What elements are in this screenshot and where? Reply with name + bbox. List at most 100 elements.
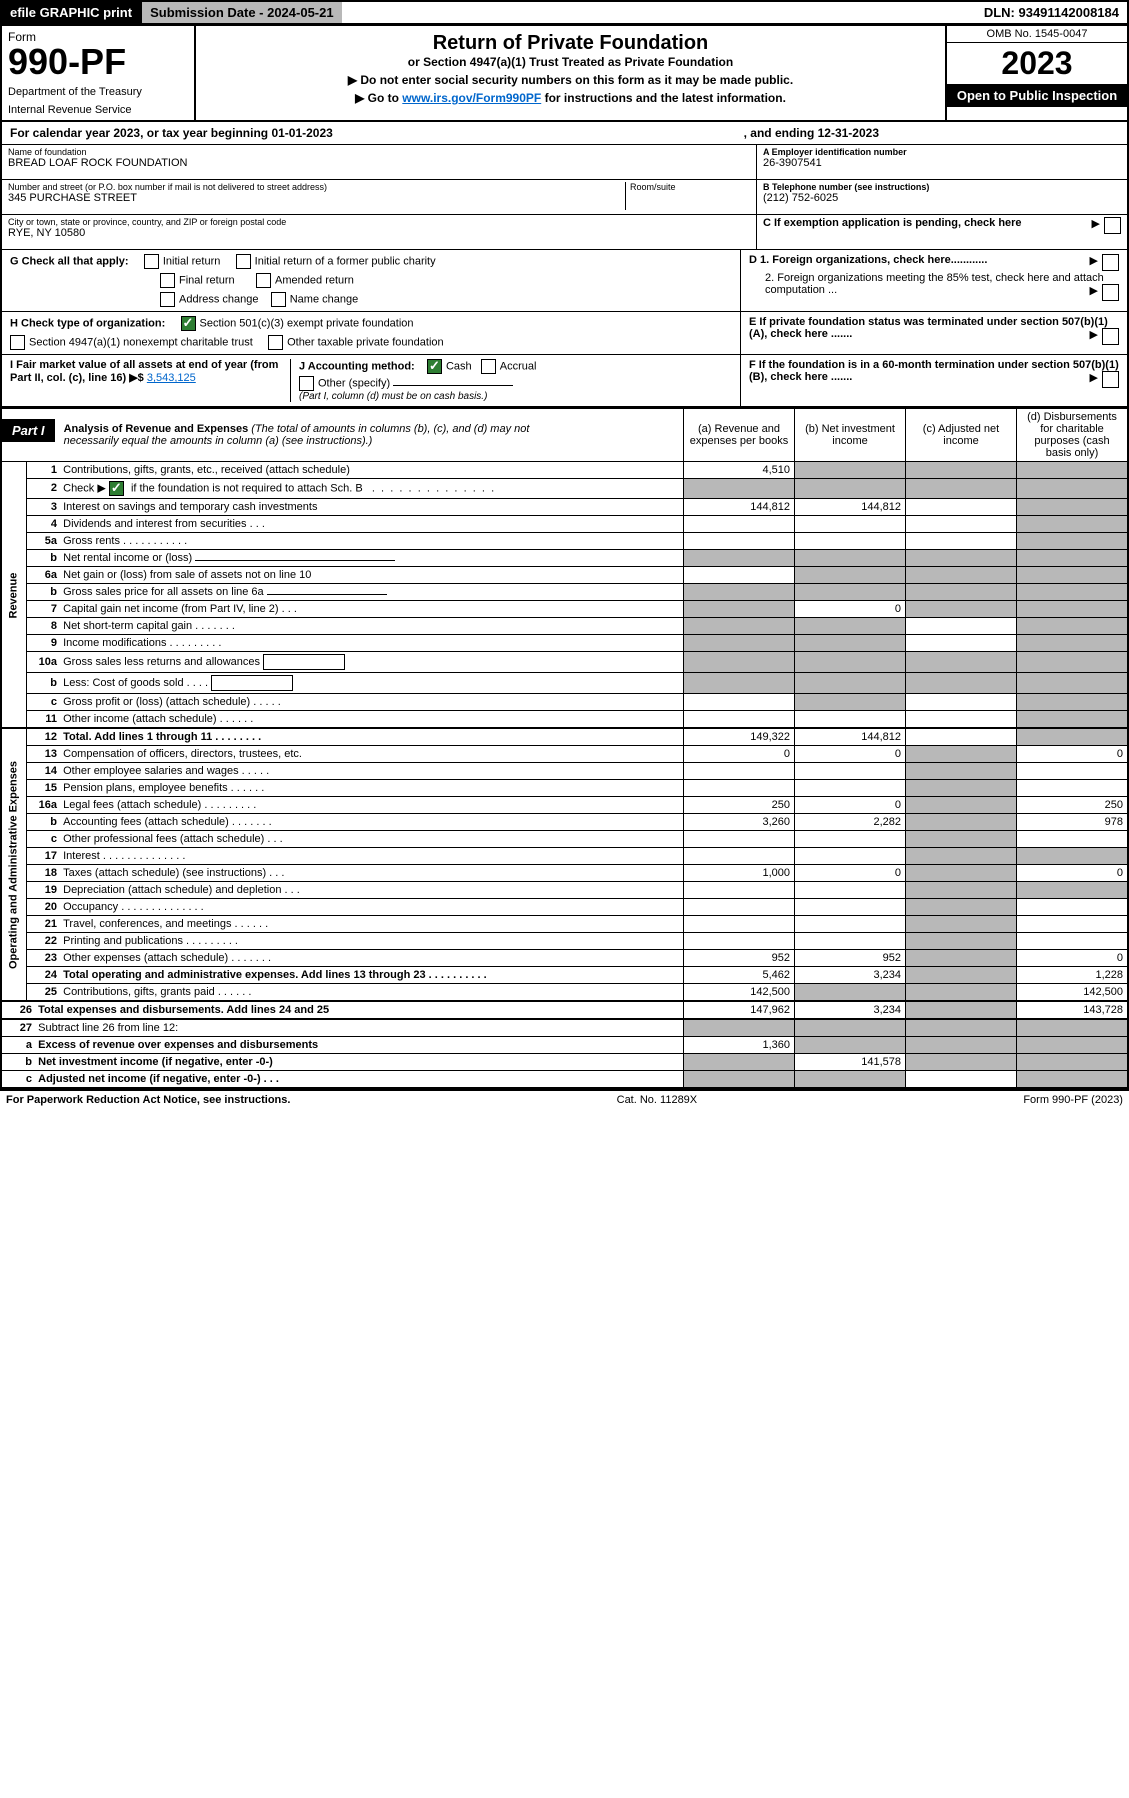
g-line3: Address change Name change [10, 292, 732, 307]
name-cell: Name of foundation BREAD LOAF ROCK FOUND… [2, 145, 756, 180]
row-24: 24 Total operating and administrative ex… [1, 967, 1128, 984]
cat-no: Cat. No. 11289X [617, 1094, 698, 1106]
row-7: 7 Capital gain net income (from Part IV,… [1, 601, 1128, 618]
form-header: Form 990-PF Department of the Treasury I… [0, 26, 1129, 122]
irs-label: Internal Revenue Service [8, 104, 188, 116]
f-checkbox[interactable] [1102, 371, 1119, 388]
h-line1: H Check type of organization: Section 50… [10, 316, 732, 331]
city-cell: City or town, state or province, country… [2, 215, 756, 249]
g-d-row: G Check all that apply: Initial return I… [0, 250, 1129, 312]
i-j-f-row: I Fair market value of all assets at end… [0, 355, 1129, 408]
row-27: 27 Subtract line 26 from line 12: [1, 1019, 1128, 1037]
dln: DLN: 93491142008184 [976, 2, 1127, 23]
row-21: 21 Travel, conferences, and meetings . .… [1, 916, 1128, 933]
row-2: 2 Check ▶ if the foundation is not requi… [1, 479, 1128, 499]
form-subtitle: or Section 4947(a)(1) Trust Treated as P… [206, 55, 935, 69]
row-16b: b Accounting fees (attach schedule) . . … [1, 814, 1128, 831]
omb-number: OMB No. 1545-0047 [947, 26, 1127, 43]
opex-label: Operating and Administrative Expenses [1, 728, 27, 1001]
g-final-return-checkbox[interactable] [160, 273, 175, 288]
footer: For Paperwork Reduction Act Notice, see … [0, 1089, 1129, 1109]
row-15: 15 Pension plans, employee benefits . . … [1, 780, 1128, 797]
paperwork-notice: For Paperwork Reduction Act Notice, see … [6, 1094, 290, 1106]
phone-cell: B Telephone number (see instructions) (2… [757, 180, 1127, 215]
form-number: 990-PF [8, 44, 188, 80]
i-cell: I Fair market value of all assets at end… [10, 359, 290, 402]
g-line1: G Check all that apply: Initial return I… [10, 254, 732, 269]
col-d-header: (d) Disbursements for charitable purpose… [1017, 409, 1129, 462]
j-other-checkbox[interactable] [299, 376, 314, 391]
h-e-row: H Check type of organization: Section 50… [0, 312, 1129, 355]
j-cell: J Accounting method: Cash Accrual Other … [290, 359, 732, 402]
row-10c: c Gross profit or (loss) (attach schedul… [1, 694, 1128, 711]
row-16a: 16a Legal fees (attach schedule) . . . .… [1, 797, 1128, 814]
e-checkbox[interactable] [1102, 328, 1119, 345]
j-cash-checkbox[interactable] [427, 359, 442, 374]
c-cell: C If exemption application is pending, c… [757, 215, 1127, 249]
irs-link[interactable]: www.irs.gov/Form990PF [402, 91, 541, 105]
h-501c3-checkbox[interactable] [181, 316, 196, 331]
h-4947-checkbox[interactable] [10, 335, 25, 350]
ssn-note: ▶ Do not enter social security numbers o… [206, 73, 935, 87]
g-name-change-checkbox[interactable] [271, 292, 286, 307]
row-22: 22 Printing and publications . . . . . .… [1, 933, 1128, 950]
efile-label[interactable]: efile GRAPHIC print [2, 2, 140, 23]
g-line2: Final return Amended return [10, 273, 732, 288]
fmv-value[interactable]: 3,543,125 [147, 372, 196, 384]
row-8: 8 Net short-term capital gain . . . . . … [1, 618, 1128, 635]
row-27a: a Excess of revenue over expenses and di… [1, 1037, 1128, 1054]
row-16c: c Other professional fees (attach schedu… [1, 831, 1128, 848]
row-13: 13 Compensation of officers, directors, … [1, 746, 1128, 763]
goto-note: ▶ Go to www.irs.gov/Form990PF for instru… [206, 91, 935, 105]
g-address-change-checkbox[interactable] [160, 292, 175, 307]
row-19: 19 Depreciation (attach schedule) and de… [1, 882, 1128, 899]
row-26: 26 Total expenses and disbursements. Add… [1, 1001, 1128, 1019]
schb-checkbox[interactable] [109, 481, 124, 496]
entity-info-block: Name of foundation BREAD LOAF ROCK FOUND… [0, 145, 1129, 250]
d2-row: 2. Foreign organizations meeting the 85%… [749, 272, 1119, 296]
top-bar: efile GRAPHIC print Submission Date - 20… [0, 0, 1129, 26]
open-inspection: Open to Public Inspection [947, 84, 1127, 107]
d1-checkbox[interactable] [1102, 254, 1119, 271]
address-cell: Number and street (or P.O. box number if… [2, 180, 756, 215]
ein-cell: A Employer identification number 26-3907… [757, 145, 1127, 180]
h-other-taxable-checkbox[interactable] [268, 335, 283, 350]
row-6a: 6a Net gain or (loss) from sale of asset… [1, 567, 1128, 584]
row-4: 4 Dividends and interest from securities… [1, 516, 1128, 533]
g-former-public-checkbox[interactable] [236, 254, 251, 269]
calendar-year-row: For calendar year 2023, or tax year begi… [0, 122, 1129, 145]
row-14: 14 Other employee salaries and wages . .… [1, 763, 1128, 780]
f-cell: F If the foundation is in a 60-month ter… [740, 355, 1127, 406]
part1-table: Part I Analysis of Revenue and Expenses … [0, 408, 1129, 1089]
row-20: 20 Occupancy . . . . . . . . . . . . . . [1, 899, 1128, 916]
g-initial-return-checkbox[interactable] [144, 254, 159, 269]
row-9: 9 Income modifications . . . . . . . . . [1, 635, 1128, 652]
d1-row: D 1. Foreign organizations, check here..… [749, 254, 1119, 266]
g-amended-checkbox[interactable] [256, 273, 271, 288]
row-3: 3 Interest on savings and temporary cash… [1, 499, 1128, 516]
d2-checkbox[interactable] [1102, 284, 1119, 301]
form-ref: Form 990-PF (2023) [1023, 1094, 1123, 1106]
row-27b: b Net investment income (if negative, en… [1, 1054, 1128, 1071]
part1-title: Analysis of Revenue and Expenses [64, 423, 249, 435]
row-18: 18 Taxes (attach schedule) (see instruct… [1, 865, 1128, 882]
row-10b: b Less: Cost of goods sold . . . . [1, 673, 1128, 694]
row-12: Operating and Administrative Expenses 12… [1, 728, 1128, 746]
submission-date: Submission Date - 2024-05-21 [140, 2, 342, 23]
e-cell: E If private foundation status was termi… [740, 312, 1127, 354]
row-10a: 10a Gross sales less returns and allowan… [1, 652, 1128, 673]
part1-badge: Part I [2, 419, 55, 442]
row-5a: 5a Gross rents . . . . . . . . . . . [1, 533, 1128, 550]
row-27c: c Adjusted net income (if negative, ente… [1, 1071, 1128, 1089]
row-6b: b Gross sales price for all assets on li… [1, 584, 1128, 601]
row-25: 25 Contributions, gifts, grants paid . .… [1, 984, 1128, 1002]
form-title: Return of Private Foundation [206, 32, 935, 55]
revenue-label: Revenue [1, 462, 27, 729]
dept-treasury: Department of the Treasury [8, 86, 188, 98]
j-accrual-checkbox[interactable] [481, 359, 496, 374]
row-11: 11 Other income (attach schedule) . . . … [1, 711, 1128, 729]
row-23: 23 Other expenses (attach schedule) . . … [1, 950, 1128, 967]
c-checkbox[interactable] [1104, 217, 1121, 234]
col-c-header: (c) Adjusted net income [906, 409, 1017, 462]
row-17: 17 Interest . . . . . . . . . . . . . . [1, 848, 1128, 865]
